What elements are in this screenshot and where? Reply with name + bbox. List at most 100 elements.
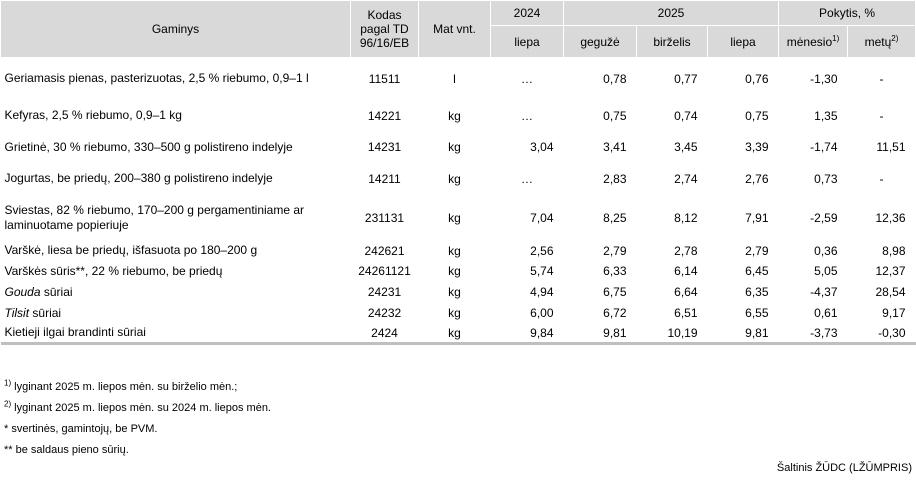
value-june: 6,64 [674, 285, 698, 299]
value-july: 6,35 [745, 285, 769, 299]
value-june: 2,78 [674, 243, 698, 258]
value-june: 8,12 [674, 210, 698, 225]
table-row: Gouda sūriai 24231 kg 4,94 6,75 6,64 6,35 -4,37… [1, 282, 916, 303]
year-change: - [879, 171, 884, 186]
year-change: - [879, 71, 884, 86]
value-may: 0,78 [603, 71, 627, 86]
value-2024-july: 9,84 [490, 323, 564, 345]
unit: kg [448, 243, 461, 258]
month-change: -4,37 [810, 285, 838, 299]
month-change: 0,36 [814, 243, 838, 258]
value-2024-july: 7,04 [530, 210, 554, 225]
product-name: Gouda sūriai [4, 284, 73, 299]
unit: kg [448, 108, 461, 123]
year-change: 12,37 [875, 264, 906, 278]
table-row: Tilsit sūriai 24232 kg 6,00 6,72 6,51 6,55 0,61… [1, 303, 916, 324]
month-change: -3,73 [778, 323, 848, 345]
product-name: Varškės sūris**, 22 % riebumo, be priedų [4, 263, 223, 278]
value-july: 2,79 [745, 243, 769, 258]
year-change: - [879, 108, 884, 123]
header-code: Kodas pagal TD 96/16/EB [350, 0, 419, 58]
value-july: 2,76 [745, 171, 769, 186]
value-june: 3,45 [674, 140, 698, 154]
unit: kg [448, 264, 461, 278]
value-2024-july: 4,94 [530, 285, 554, 299]
header-month-change: mėnesio1) [778, 25, 849, 58]
value-june: 2,74 [674, 171, 698, 186]
product-name: Kietieji ilgai brandinti sūriai [0, 323, 351, 345]
product-name: Tilsit sūriai [4, 305, 62, 320]
product-code: 14231 [367, 140, 402, 154]
unit: kg [448, 285, 461, 299]
value-may: 0,75 [603, 108, 627, 123]
value-june: 6,51 [674, 306, 698, 320]
value-may: 3,41 [603, 140, 627, 154]
value-2024-july: 6,00 [530, 306, 554, 320]
header-june: birželis [636, 25, 708, 58]
unit: kg [448, 306, 461, 320]
month-change: -1,30 [810, 71, 838, 86]
value-july: 0,76 [745, 71, 769, 86]
month-change: 5,05 [814, 264, 838, 278]
value-july: 3,39 [745, 140, 769, 154]
product-code: 24231 [367, 285, 402, 299]
unit: l [453, 71, 456, 86]
year-change: 9,17 [882, 306, 906, 320]
product-code: 24232 [367, 306, 402, 320]
year-change: 8,98 [882, 243, 906, 258]
value-july: 6,45 [745, 264, 769, 278]
value-may: 6,72 [603, 306, 627, 320]
value-july: 9,81 [707, 323, 779, 345]
footnote-3: * svertinės, gamintojų, be PVM. [4, 423, 158, 435]
value-july: 7,91 [745, 210, 769, 225]
value-june: 10,19 [636, 323, 708, 345]
product-name: Geriamasis pienas, pasterizuotas, 2,5 % … [4, 71, 309, 86]
unit: kg [418, 323, 491, 345]
value-2024-july: … [521, 171, 533, 186]
value-2024-july: … [521, 71, 533, 86]
header-change: Pokytis, % [778, 0, 916, 26]
year-change: 28,54 [875, 285, 906, 299]
table-row: Varškė, liesa be priedų, išfasuota po 18… [1, 241, 916, 261]
year-change: -0,30 [847, 323, 916, 345]
value-may: 2,79 [603, 243, 627, 258]
product-name: Grietinė, 30 % riebumo, 330–500 g polist… [4, 139, 293, 154]
value-2024-july: 5,74 [530, 264, 554, 278]
header-year-2024: 2024 [490, 0, 564, 26]
header-2024-july: liepa [490, 25, 564, 58]
header-year-2025: 2025 [562, 0, 780, 26]
value-2024-july: 2,56 [530, 243, 554, 258]
value-may: 2,83 [603, 171, 627, 186]
value-2024-july: 3,04 [530, 140, 554, 154]
value-may: 9,81 [563, 323, 637, 345]
value-july: 6,55 [745, 306, 769, 320]
header-unit: Mat vnt. [418, 0, 491, 58]
table-row: Geriamasis pienas, pasterizuotas, 2,5 % … [1, 58, 916, 100]
table-row: Grietinė, 30 % riebumo, 330–500 g polist… [1, 132, 916, 163]
product-code: 231131 [364, 210, 405, 225]
footnote-2: 2) lyginant 2025 m. liepos mėn. su 2024 … [4, 399, 271, 414]
table-row: Kietieji ilgai brandinti sūriai 2424 kg 9,8… [0, 323, 916, 345]
value-may: 6,33 [603, 264, 627, 278]
value-2024-july: … [521, 108, 533, 123]
product-code: 14211 [368, 171, 401, 186]
value-june: 0,74 [674, 108, 698, 123]
year-change: 12,36 [875, 210, 906, 225]
value-may: 6,75 [603, 285, 627, 299]
month-change: 0,61 [814, 306, 838, 320]
product-code: 2424 [350, 323, 419, 345]
table-row: Jogurtas, be priedų, 200–380 g polistire… [1, 163, 916, 195]
product-code: 14221 [367, 108, 402, 123]
month-change: 1,35 [814, 108, 838, 123]
footnote-1: 1) lyginant 2025 m. liepos mėn. su birže… [4, 378, 238, 393]
month-change: -2,59 [810, 210, 838, 225]
header-may: gegužė [563, 25, 637, 58]
header-product: Gaminys [0, 0, 351, 58]
value-june: 0,77 [674, 71, 698, 86]
price-table: Gaminys Kodas pagal TD 96/16/EB Mat vnt.… [0, 0, 916, 345]
unit: kg [448, 171, 461, 186]
source-note: Šaltinis ŽŪDC (LŽŪMPRIS) [776, 462, 912, 474]
footnote-4: ** be saldaus pieno sūrių. [4, 444, 129, 456]
value-june: 6,14 [674, 264, 698, 278]
product-code: 11511 [368, 71, 401, 86]
